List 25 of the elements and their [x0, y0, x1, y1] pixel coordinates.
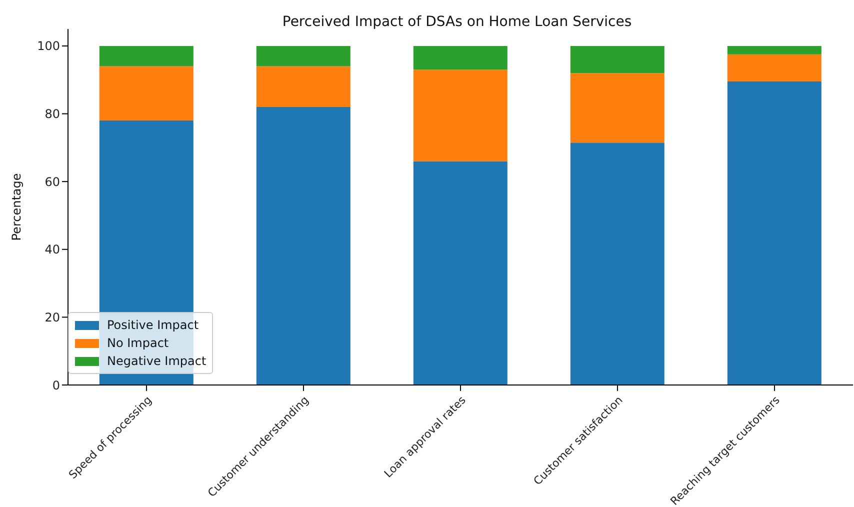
- y-axis-title: Percentage: [9, 173, 24, 241]
- bar: [727, 54, 822, 82]
- y-tick-label: 80: [44, 107, 60, 122]
- legend-label: Negative Impact: [107, 353, 206, 370]
- bar: [256, 46, 350, 66]
- bar: [99, 46, 194, 66]
- y-tick-label: 60: [44, 174, 60, 189]
- y-tick-label: 0: [52, 378, 60, 392]
- bar: [413, 46, 508, 70]
- bar: [256, 106, 350, 385]
- chart-title: Perceived Impact of DSAs on Home Loan Services: [281, 14, 633, 30]
- bar: [413, 70, 508, 162]
- y-tick-label: 20: [44, 310, 60, 324]
- bar: [727, 82, 822, 385]
- bar: [99, 66, 194, 121]
- bar: [570, 46, 664, 74]
- y-tick-label: 100: [37, 39, 60, 54]
- bar: [413, 161, 508, 385]
- legend-label: No Impact: [107, 335, 169, 352]
- bar: [727, 46, 822, 54]
- bar: [256, 66, 350, 107]
- legend-label: Positive Impact: [107, 317, 199, 334]
- bar: [570, 142, 664, 385]
- y-tick-label: 40: [44, 242, 60, 257]
- bar: [570, 73, 664, 143]
